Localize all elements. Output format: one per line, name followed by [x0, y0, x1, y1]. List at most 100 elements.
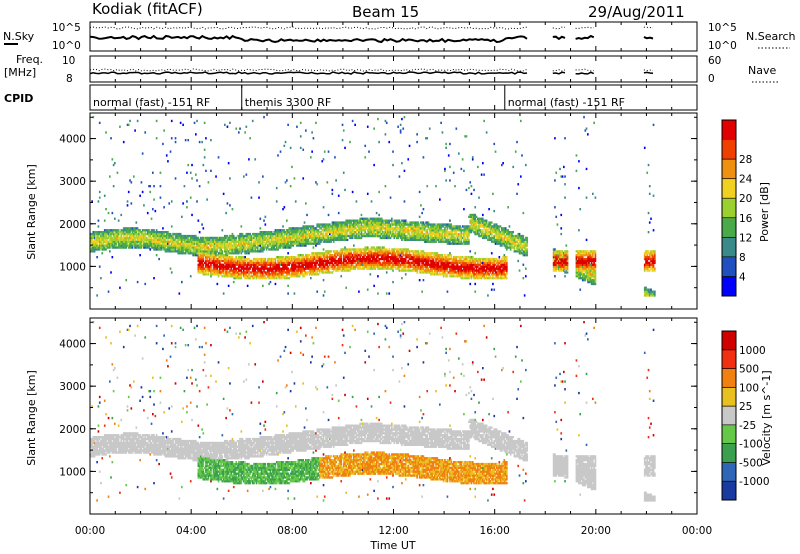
- power-cell: [369, 259, 372, 263]
- power-cell: [275, 265, 278, 268]
- power-cell: [219, 236, 221, 240]
- power-cell: [411, 232, 413, 236]
- power-cell: [244, 277, 246, 280]
- power-cell: [193, 248, 196, 251]
- power-cell: [341, 265, 344, 268]
- power-cell: [299, 261, 302, 265]
- power-cell: [215, 273, 217, 276]
- power-cell: [415, 225, 417, 228]
- power-cell: [210, 273, 212, 276]
- power-cell: [334, 261, 336, 265]
- power-cell: [431, 256, 434, 259]
- power-cell: [397, 267, 399, 270]
- power-cell: [212, 246, 215, 249]
- power-cell: [344, 234, 346, 238]
- power-cell: [248, 269, 250, 272]
- power-cell: [189, 244, 192, 247]
- power-cell: [135, 232, 138, 236]
- power-cell: [413, 259, 416, 263]
- power-cell: [279, 231, 282, 234]
- power-cell: [254, 261, 257, 265]
- power-cell: [224, 257, 226, 261]
- power-cell: [375, 221, 378, 224]
- power-cell: [444, 167, 446, 171]
- power-cell: [215, 263, 217, 266]
- power-cell: [396, 257, 398, 261]
- power-cell: [442, 234, 445, 238]
- power-cell: [415, 269, 417, 272]
- power-cell: [235, 242, 238, 245]
- power-cell: [264, 231, 267, 234]
- power-cell: [241, 267, 244, 270]
- power-cell: [192, 246, 195, 249]
- power-cell: [334, 236, 336, 240]
- power-cell: [144, 238, 147, 242]
- power-cell: [91, 234, 93, 238]
- power-cell: [111, 231, 114, 234]
- power-cell: [345, 269, 348, 272]
- power-cell: [441, 236, 444, 240]
- power-cell: [370, 259, 373, 263]
- power-cell: [327, 261, 330, 265]
- power-cell: [224, 265, 226, 268]
- power-cell: [169, 232, 172, 236]
- power-cell: [210, 275, 212, 278]
- power-cell: [176, 250, 178, 253]
- power-cell: [349, 227, 351, 230]
- power-cell: [109, 229, 111, 232]
- power-cell: [100, 234, 102, 238]
- power-cell: [365, 232, 368, 236]
- power-cell: [234, 257, 236, 261]
- power-cell: [235, 236, 238, 240]
- power-cell: [110, 244, 112, 247]
- power-cell: [417, 225, 420, 228]
- power-cell: [444, 261, 446, 265]
- power-cell: [274, 229, 277, 232]
- power-cell: [277, 269, 279, 272]
- power-cell: [420, 265, 422, 268]
- power-cell: [446, 225, 449, 228]
- power-cell: [387, 252, 389, 255]
- power-cell: [196, 242, 198, 245]
- power-cell: [196, 252, 198, 255]
- power-cell: [374, 223, 377, 226]
- power-cell: [201, 269, 203, 272]
- power-cell: [97, 238, 100, 242]
- power-cell: [425, 232, 427, 236]
- power-cell: [365, 265, 368, 268]
- power-cell: [303, 234, 306, 238]
- power-cell: [363, 252, 365, 255]
- power-cell: [286, 259, 288, 263]
- power-cell: [315, 244, 317, 247]
- power-cell: [432, 238, 435, 242]
- power-cell: [354, 256, 356, 259]
- power-cell: [131, 244, 134, 247]
- power-cell: [346, 234, 349, 238]
- power-cell: [404, 227, 407, 230]
- power-cell: [248, 242, 250, 245]
- power-cell: [192, 254, 195, 257]
- power-cell: [436, 256, 439, 259]
- power-cell: [293, 267, 296, 270]
- power-cell: [335, 236, 337, 240]
- power-cell: [394, 252, 397, 255]
- power-cell: [412, 238, 415, 242]
- power-cell: [401, 223, 403, 226]
- power-cell: [434, 271, 436, 274]
- power-cell: [170, 119, 173, 123]
- power-cell: [291, 240, 293, 243]
- power-cell: [359, 217, 362, 220]
- power-cell: [141, 238, 144, 242]
- power-cell: [259, 250, 262, 253]
- power-cell: [401, 234, 403, 238]
- power-cell: [170, 246, 173, 249]
- power-cell: [336, 265, 339, 268]
- power-cell: [427, 236, 430, 240]
- power-cell: [260, 248, 263, 251]
- power-cell: [369, 217, 372, 220]
- power-cell: [297, 273, 300, 276]
- power-cell: [193, 234, 196, 238]
- power-cell: [435, 234, 437, 238]
- power-cell: [275, 231, 278, 234]
- power-cell: [115, 246, 117, 249]
